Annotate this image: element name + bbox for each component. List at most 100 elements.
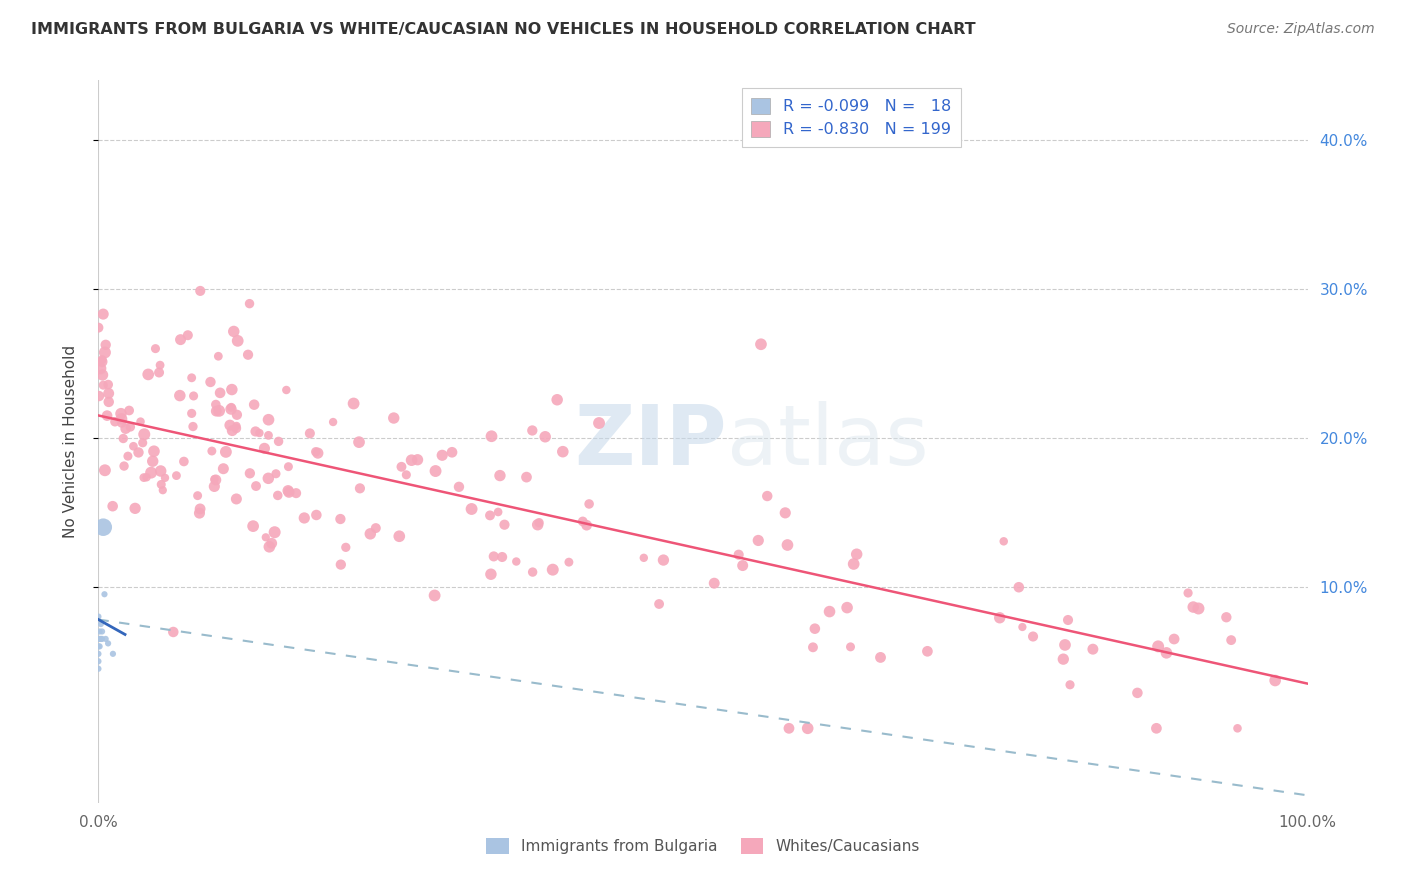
Point: [91, 624, 114, 639]
Point: [254, 530, 277, 544]
Point: [917, 644, 939, 658]
Point: [201, 444, 224, 458]
Text: IMMIGRANTS FROM BULGARIA VS WHITE/CAUCASIAN NO VEHICLES IN HOUSEHOLD CORRELATION: IMMIGRANTS FROM BULGARIA VS WHITE/CAUCAS…: [31, 22, 976, 37]
Point: [209, 385, 232, 400]
Point: [97, 395, 120, 409]
Point: [1220, 633, 1243, 648]
Point: [91, 632, 114, 646]
Point: [225, 421, 247, 435]
Point: [91, 520, 114, 534]
Point: [91, 352, 114, 367]
Point: [1057, 613, 1080, 627]
Point: [110, 407, 132, 421]
Point: [207, 349, 229, 363]
Point: [96, 409, 118, 423]
Point: [91, 378, 114, 392]
Point: [305, 508, 328, 522]
Point: [187, 489, 209, 503]
Point: [505, 555, 527, 569]
Point: [247, 425, 270, 440]
Point: [406, 452, 429, 467]
Point: [221, 424, 243, 438]
Point: [558, 555, 581, 569]
Point: [263, 525, 285, 540]
Point: [202, 479, 225, 493]
Point: [522, 565, 544, 579]
Point: [257, 413, 280, 427]
Point: [87, 640, 110, 654]
Point: [1081, 642, 1104, 657]
Point: [869, 650, 891, 665]
Point: [89, 640, 111, 654]
Point: [87, 662, 110, 676]
Point: [177, 328, 200, 343]
Point: [120, 420, 142, 434]
Point: [571, 515, 593, 529]
Point: [285, 486, 308, 500]
Point: [347, 435, 370, 450]
Point: [87, 320, 110, 334]
Point: [118, 403, 141, 417]
Point: [329, 512, 352, 526]
Point: [90, 617, 112, 632]
Point: [257, 428, 280, 442]
Point: [204, 473, 226, 487]
Point: [778, 721, 800, 735]
Point: [391, 459, 413, 474]
Point: [143, 444, 166, 458]
Point: [188, 284, 211, 298]
Point: [364, 521, 387, 535]
Point: [773, 506, 796, 520]
Legend: Immigrants from Bulgaria, Whites/Caucasians: Immigrants from Bulgaria, Whites/Caucasi…: [479, 832, 927, 860]
Point: [479, 567, 502, 582]
Point: [259, 540, 281, 554]
Point: [112, 458, 135, 473]
Point: [89, 632, 111, 646]
Point: [486, 505, 509, 519]
Point: [522, 424, 544, 438]
Point: [648, 597, 671, 611]
Point: [534, 430, 557, 444]
Point: [527, 516, 550, 530]
Point: [277, 483, 299, 498]
Point: [578, 497, 600, 511]
Point: [142, 454, 165, 468]
Y-axis label: No Vehicles in Household: No Vehicles in Household: [63, 345, 77, 538]
Point: [219, 418, 242, 433]
Point: [242, 519, 264, 533]
Point: [215, 445, 238, 459]
Point: [292, 511, 315, 525]
Point: [1187, 601, 1209, 615]
Point: [988, 611, 1011, 625]
Point: [134, 427, 156, 442]
Point: [150, 477, 173, 491]
Point: [395, 467, 418, 482]
Point: [208, 404, 231, 418]
Point: [1215, 610, 1237, 624]
Point: [212, 461, 235, 475]
Point: [236, 348, 259, 362]
Point: [135, 470, 157, 484]
Point: [90, 632, 112, 646]
Point: [87, 647, 110, 661]
Point: [260, 536, 283, 550]
Point: [1008, 580, 1031, 594]
Point: [401, 453, 423, 467]
Point: [122, 439, 145, 453]
Point: [110, 412, 132, 426]
Point: [264, 467, 287, 481]
Point: [169, 333, 191, 347]
Point: [349, 481, 371, 495]
Point: [839, 640, 862, 654]
Point: [1126, 686, 1149, 700]
Point: [153, 471, 176, 485]
Point: [239, 467, 262, 481]
Point: [87, 609, 110, 624]
Point: [491, 549, 513, 564]
Point: [526, 517, 548, 532]
Point: [94, 338, 117, 352]
Point: [91, 307, 114, 321]
Point: [796, 721, 818, 735]
Point: [97, 636, 120, 650]
Point: [169, 388, 191, 402]
